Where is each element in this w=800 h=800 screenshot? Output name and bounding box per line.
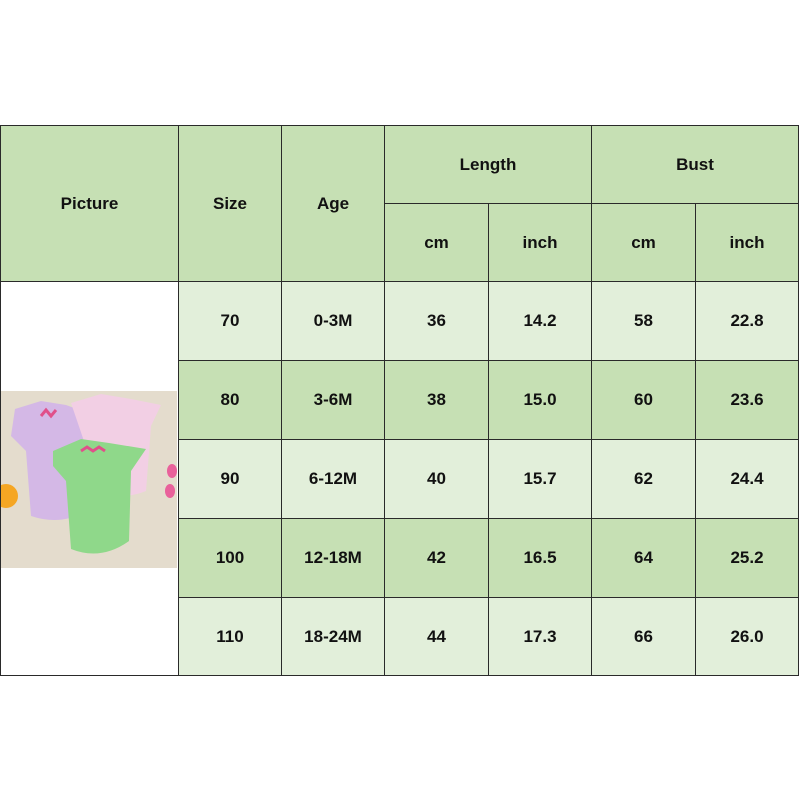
cell-age: 12-18M (281, 518, 385, 598)
cell-length-inch: 16.5 (488, 518, 592, 598)
header-bust-cm: cm (591, 203, 696, 282)
table-row: 70 0-3M 36 14.2 58 22.8 (0, 281, 799, 676)
product-photo (1, 391, 177, 568)
flower-decoration (1, 484, 18, 508)
cell-length-cm: 42 (384, 518, 489, 598)
cell-age: 3-6M (281, 360, 385, 440)
cell-bust-inch: 24.4 (695, 439, 799, 519)
cell-size: 70 (178, 281, 282, 361)
cell-length-cm: 44 (384, 597, 489, 676)
cell-bust-inch: 26.0 (695, 597, 799, 676)
green-romper (53, 439, 146, 554)
cell-bust-cm: 58 (591, 281, 696, 361)
header-bust-inch: inch (695, 203, 799, 282)
cell-size: 100 (178, 518, 282, 598)
cell-length-inch: 15.0 (488, 360, 592, 440)
cell-length-inch: 14.2 (488, 281, 592, 361)
header-length: Length (384, 125, 592, 204)
header-length-cm: cm (384, 203, 489, 282)
cell-bust-inch: 22.8 (695, 281, 799, 361)
header-age: Age (281, 125, 385, 282)
cell-bust-cm: 62 (591, 439, 696, 519)
header-size: Size (178, 125, 282, 282)
cell-length-cm: 40 (384, 439, 489, 519)
cell-age: 6-12M (281, 439, 385, 519)
cell-length-inch: 15.7 (488, 439, 592, 519)
cell-age: 18-24M (281, 597, 385, 676)
header-bust: Bust (591, 125, 799, 204)
header-picture: Picture (0, 125, 179, 282)
cell-bust-cm: 66 (591, 597, 696, 676)
cell-size: 80 (178, 360, 282, 440)
cell-length-inch: 17.3 (488, 597, 592, 676)
picture-cell (0, 281, 179, 676)
header-length-inch: inch (488, 203, 592, 282)
cell-bust-inch: 23.6 (695, 360, 799, 440)
cell-bust-cm: 64 (591, 518, 696, 598)
cell-length-cm: 36 (384, 281, 489, 361)
cell-age: 0-3M (281, 281, 385, 361)
cell-bust-inch: 25.2 (695, 518, 799, 598)
cell-size: 90 (178, 439, 282, 519)
cell-bust-cm: 60 (591, 360, 696, 440)
cell-length-cm: 38 (384, 360, 489, 440)
size-chart-table: Picture Size Age Length Bust cm inch cm … (0, 125, 799, 676)
cell-size: 110 (178, 597, 282, 676)
